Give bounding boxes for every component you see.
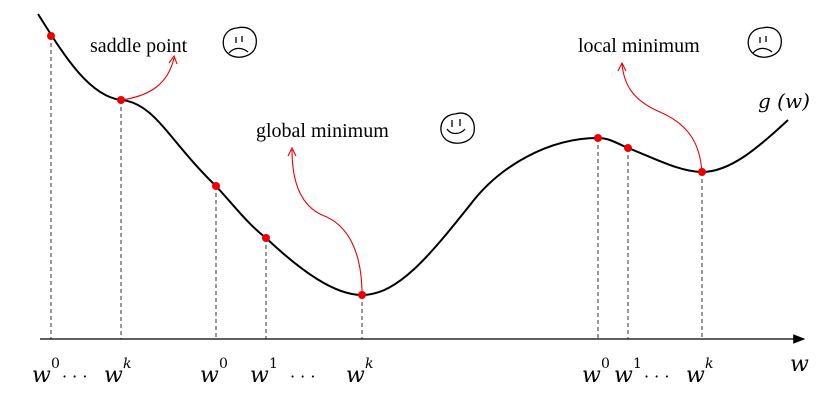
saddle-arrow: [120, 57, 175, 101]
tick-label-sup: 1: [633, 356, 642, 372]
guide-lines: [50, 36, 703, 339]
annotation-arrows: [120, 54, 703, 296]
function-curve: [37, 13, 789, 297]
global-arrowhead: [287, 146, 297, 157]
global-minimum-label: global minimum: [256, 120, 389, 142]
point-w1-mid: [262, 234, 270, 242]
tick-label-sup: 1: [269, 356, 278, 372]
tick-label-dots: · · ·: [290, 367, 315, 386]
saddle-point-label: saddle point: [90, 35, 188, 57]
local-arrow: [621, 63, 703, 173]
sad-face-icon: [222, 26, 257, 58]
tick-label: w: [614, 363, 633, 388]
tick-label-sup: 0: [219, 356, 228, 372]
tick-label-sup: k: [365, 356, 373, 372]
tick-label-dots: · · ·: [62, 367, 87, 386]
tick-label: w: [582, 363, 601, 388]
tick-label: w: [104, 363, 123, 388]
tick-label: w: [250, 363, 269, 388]
tick-label-sup: k: [123, 356, 131, 372]
tick-label-dots: · · ·: [644, 367, 669, 386]
axis-label: w: [790, 352, 809, 377]
tick-label-sup: 0: [51, 356, 60, 372]
tick-label-sup: k: [705, 356, 713, 372]
tick-label: w: [200, 363, 219, 388]
point-start: [47, 32, 55, 40]
points: [47, 32, 706, 299]
tick-label: w: [346, 363, 365, 388]
point-w0-mid: [212, 182, 220, 190]
point-w1-right: [624, 144, 632, 152]
tick-labels: w 0 · · · w k w 0 w 1 · · · w k w 0 w 1 …: [32, 356, 713, 388]
sad-face-icon: [747, 26, 782, 58]
tick-label-sup: 0: [601, 356, 610, 372]
global-arrow: [291, 149, 363, 296]
function-label: g (w): [758, 89, 810, 113]
local-minimum-label: local minimum: [578, 35, 700, 57]
point-w0-right: [594, 134, 602, 142]
happy-face-icon: [440, 112, 475, 144]
saddle-arrowhead: [168, 54, 178, 65]
tick-label: w: [686, 363, 705, 388]
local-arrowhead: [617, 61, 627, 72]
tick-label: w: [32, 363, 51, 388]
